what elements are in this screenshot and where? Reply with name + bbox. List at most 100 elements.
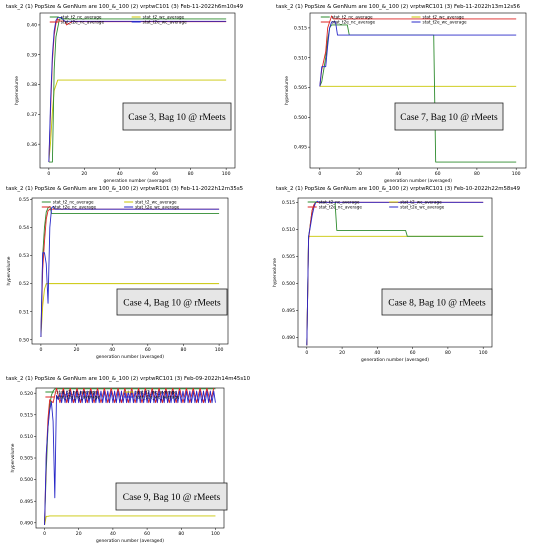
case-annotation-box	[394, 102, 504, 131]
x-tick-label: 40	[109, 347, 115, 353]
x-tick-label: 80	[474, 171, 480, 177]
x-tick-label: 20	[356, 171, 362, 177]
x-tick-label: 20	[76, 531, 82, 537]
series-line-stat_t2e_wc_average	[306, 200, 484, 346]
y-axis-label: hypervolume	[6, 256, 12, 285]
legend-entry: stat_t2e_wc_average	[143, 20, 187, 25]
y-tick-label: 0.515	[294, 26, 307, 32]
legend-entry: stat_t2e_nc_average	[53, 205, 97, 210]
x-tick-label: 0	[318, 171, 321, 177]
series-line-stat_t2_wc_average	[40, 283, 220, 338]
y-tick-label: 0.505	[294, 85, 307, 91]
case-annotation-text: Case 9, Bag 10 @ rMeets	[123, 493, 221, 503]
x-tick-label: 80	[445, 350, 451, 356]
chart-title: task_2 (1) PopSize & GenNum are 100_&_10…	[6, 4, 244, 10]
x-tick-label: 0	[47, 171, 50, 177]
legend-entry: stat_t2_wc_average	[423, 15, 465, 20]
series-line-stat_t2e_wc_average	[319, 21, 517, 87]
legend-entry: stat_t2_nc_average	[53, 200, 94, 205]
y-tick-label: 0.520	[20, 391, 33, 397]
legend-entry: stat_t2e_nc_average	[61, 20, 105, 25]
x-tick-label: 40	[110, 531, 116, 537]
y-tick-label: 0.55	[19, 197, 29, 203]
x-axis-label: generation number (averaged)	[361, 357, 429, 363]
y-tick-label: 0.38	[27, 82, 37, 88]
series-line-stat_t2e_nc_average	[44, 388, 215, 525]
y-tick-label: 0.495	[20, 499, 33, 505]
legend-entry: stat_t2_wc_average	[135, 390, 177, 395]
plot-area-frame	[309, 12, 527, 169]
x-axis-label: generation number (averaged)	[104, 178, 172, 184]
y-tick-label: 0.495	[282, 308, 295, 314]
y-axis-label: hypervolume	[284, 76, 290, 105]
y-tick-label: 0.510	[294, 55, 307, 61]
plot-area-frame	[297, 197, 493, 348]
case-annotation-box	[115, 482, 228, 511]
legend-entry: stat_t2e_wc_average	[400, 205, 444, 210]
legend-entry: stat_t2_nc_average	[56, 390, 97, 395]
x-tick-label: 60	[144, 531, 150, 537]
legend-entry: stat_t2e_wc_average	[135, 395, 179, 400]
y-tick-label: 0.52	[19, 281, 29, 287]
x-axis-label: generation number (averaged)	[96, 354, 164, 360]
case-annotation-text: Case 3, Bag 10 @ rMeets	[128, 113, 226, 123]
series-line-stat_t2_nc_average	[319, 24, 517, 163]
y-tick-label: 0.500	[294, 115, 307, 121]
case-annotation-text: Case 7, Bag 10 @ rMeets	[400, 113, 498, 123]
x-tick-label: 100	[222, 171, 231, 177]
series-line-stat_t2_wc_average	[44, 515, 216, 526]
x-tick-label: 0	[43, 531, 46, 537]
chart-panel: task_2 (1) PopSize & GenNum are 100_&_10…	[276, 4, 527, 184]
case-annotation-box	[381, 288, 493, 316]
y-tick-label: 0.39	[27, 52, 37, 58]
legend-entry: stat_t2_nc_average	[319, 200, 360, 205]
legend-entry: stat_t2e_nc_average	[319, 205, 363, 210]
y-tick-label: 0.500	[282, 281, 295, 287]
x-tick-label: 0	[305, 350, 308, 356]
y-tick-label: 0.510	[20, 434, 33, 440]
x-tick-label: 60	[145, 347, 151, 353]
legend-entry: stat_t2_wc_average	[143, 15, 185, 20]
chart-panel: task_2 (1) PopSize & GenNum are 100_&_10…	[272, 186, 521, 363]
x-tick-label: 100	[479, 350, 488, 356]
series-line-stat_t2e_wc_average	[40, 205, 220, 337]
legend-entry: stat_t2e_wc_average	[135, 205, 179, 210]
plot-area-frame	[39, 12, 236, 169]
chart-title: task_2 (1) PopSize & GenNum are 100_&_10…	[6, 376, 251, 382]
y-tick-label: 0.515	[20, 412, 33, 418]
x-tick-label: 20	[339, 350, 345, 356]
x-tick-label: 20	[81, 171, 87, 177]
y-tick-label: 0.51	[19, 309, 29, 315]
x-tick-label: 80	[181, 347, 187, 353]
x-tick-label: 100	[512, 171, 521, 177]
chart-title: task_2 (1) PopSize & GenNum are 100_&_10…	[276, 4, 521, 10]
y-tick-label: 0.510	[282, 227, 295, 233]
series-line-stat_t2_nc_average	[48, 18, 227, 163]
chart-panel: task_2 (1) PopSize & GenNum are 100_&_10…	[6, 186, 243, 360]
x-tick-label: 100	[215, 347, 224, 353]
y-tick-label: 0.495	[294, 145, 307, 151]
x-tick-label: 60	[410, 350, 416, 356]
chart-panel: task_2 (1) PopSize & GenNum are 100_&_10…	[6, 376, 251, 544]
plot-area-frame	[31, 197, 229, 345]
y-tick-label: 0.37	[27, 112, 37, 118]
legend-entry: stat_t2_wc_average	[400, 200, 442, 205]
x-tick-label: 20	[74, 347, 80, 353]
x-tick-label: 60	[152, 171, 158, 177]
case-annotation-text: Case 8, Bag 10 @ rMeets	[388, 298, 486, 308]
legend-entry: stat_t2_wc_average	[135, 200, 177, 205]
y-tick-label: 0.54	[19, 225, 29, 231]
chart-title: task_2 (1) PopSize & GenNum are 100_&_10…	[276, 186, 521, 192]
legend-entry: stat_t2_nc_average	[332, 15, 373, 20]
y-tick-label: 0.515	[282, 200, 295, 206]
chart-panel: task_2 (1) PopSize & GenNum are 100_&_10…	[6, 4, 244, 184]
y-axis-label: hypervolume	[272, 258, 278, 287]
x-tick-label: 40	[395, 171, 401, 177]
x-tick-label: 40	[117, 171, 123, 177]
series-line-stat_t2e_wc_average	[48, 17, 227, 163]
x-tick-label: 80	[188, 171, 194, 177]
legend-entry: stat_t2e_nc_average	[56, 395, 100, 400]
case-annotation-text: Case 4, Bag 10 @ rMeets	[123, 298, 221, 308]
y-tick-label: 0.490	[282, 335, 295, 341]
legend-entry: stat_t2e_wc_average	[423, 20, 467, 25]
